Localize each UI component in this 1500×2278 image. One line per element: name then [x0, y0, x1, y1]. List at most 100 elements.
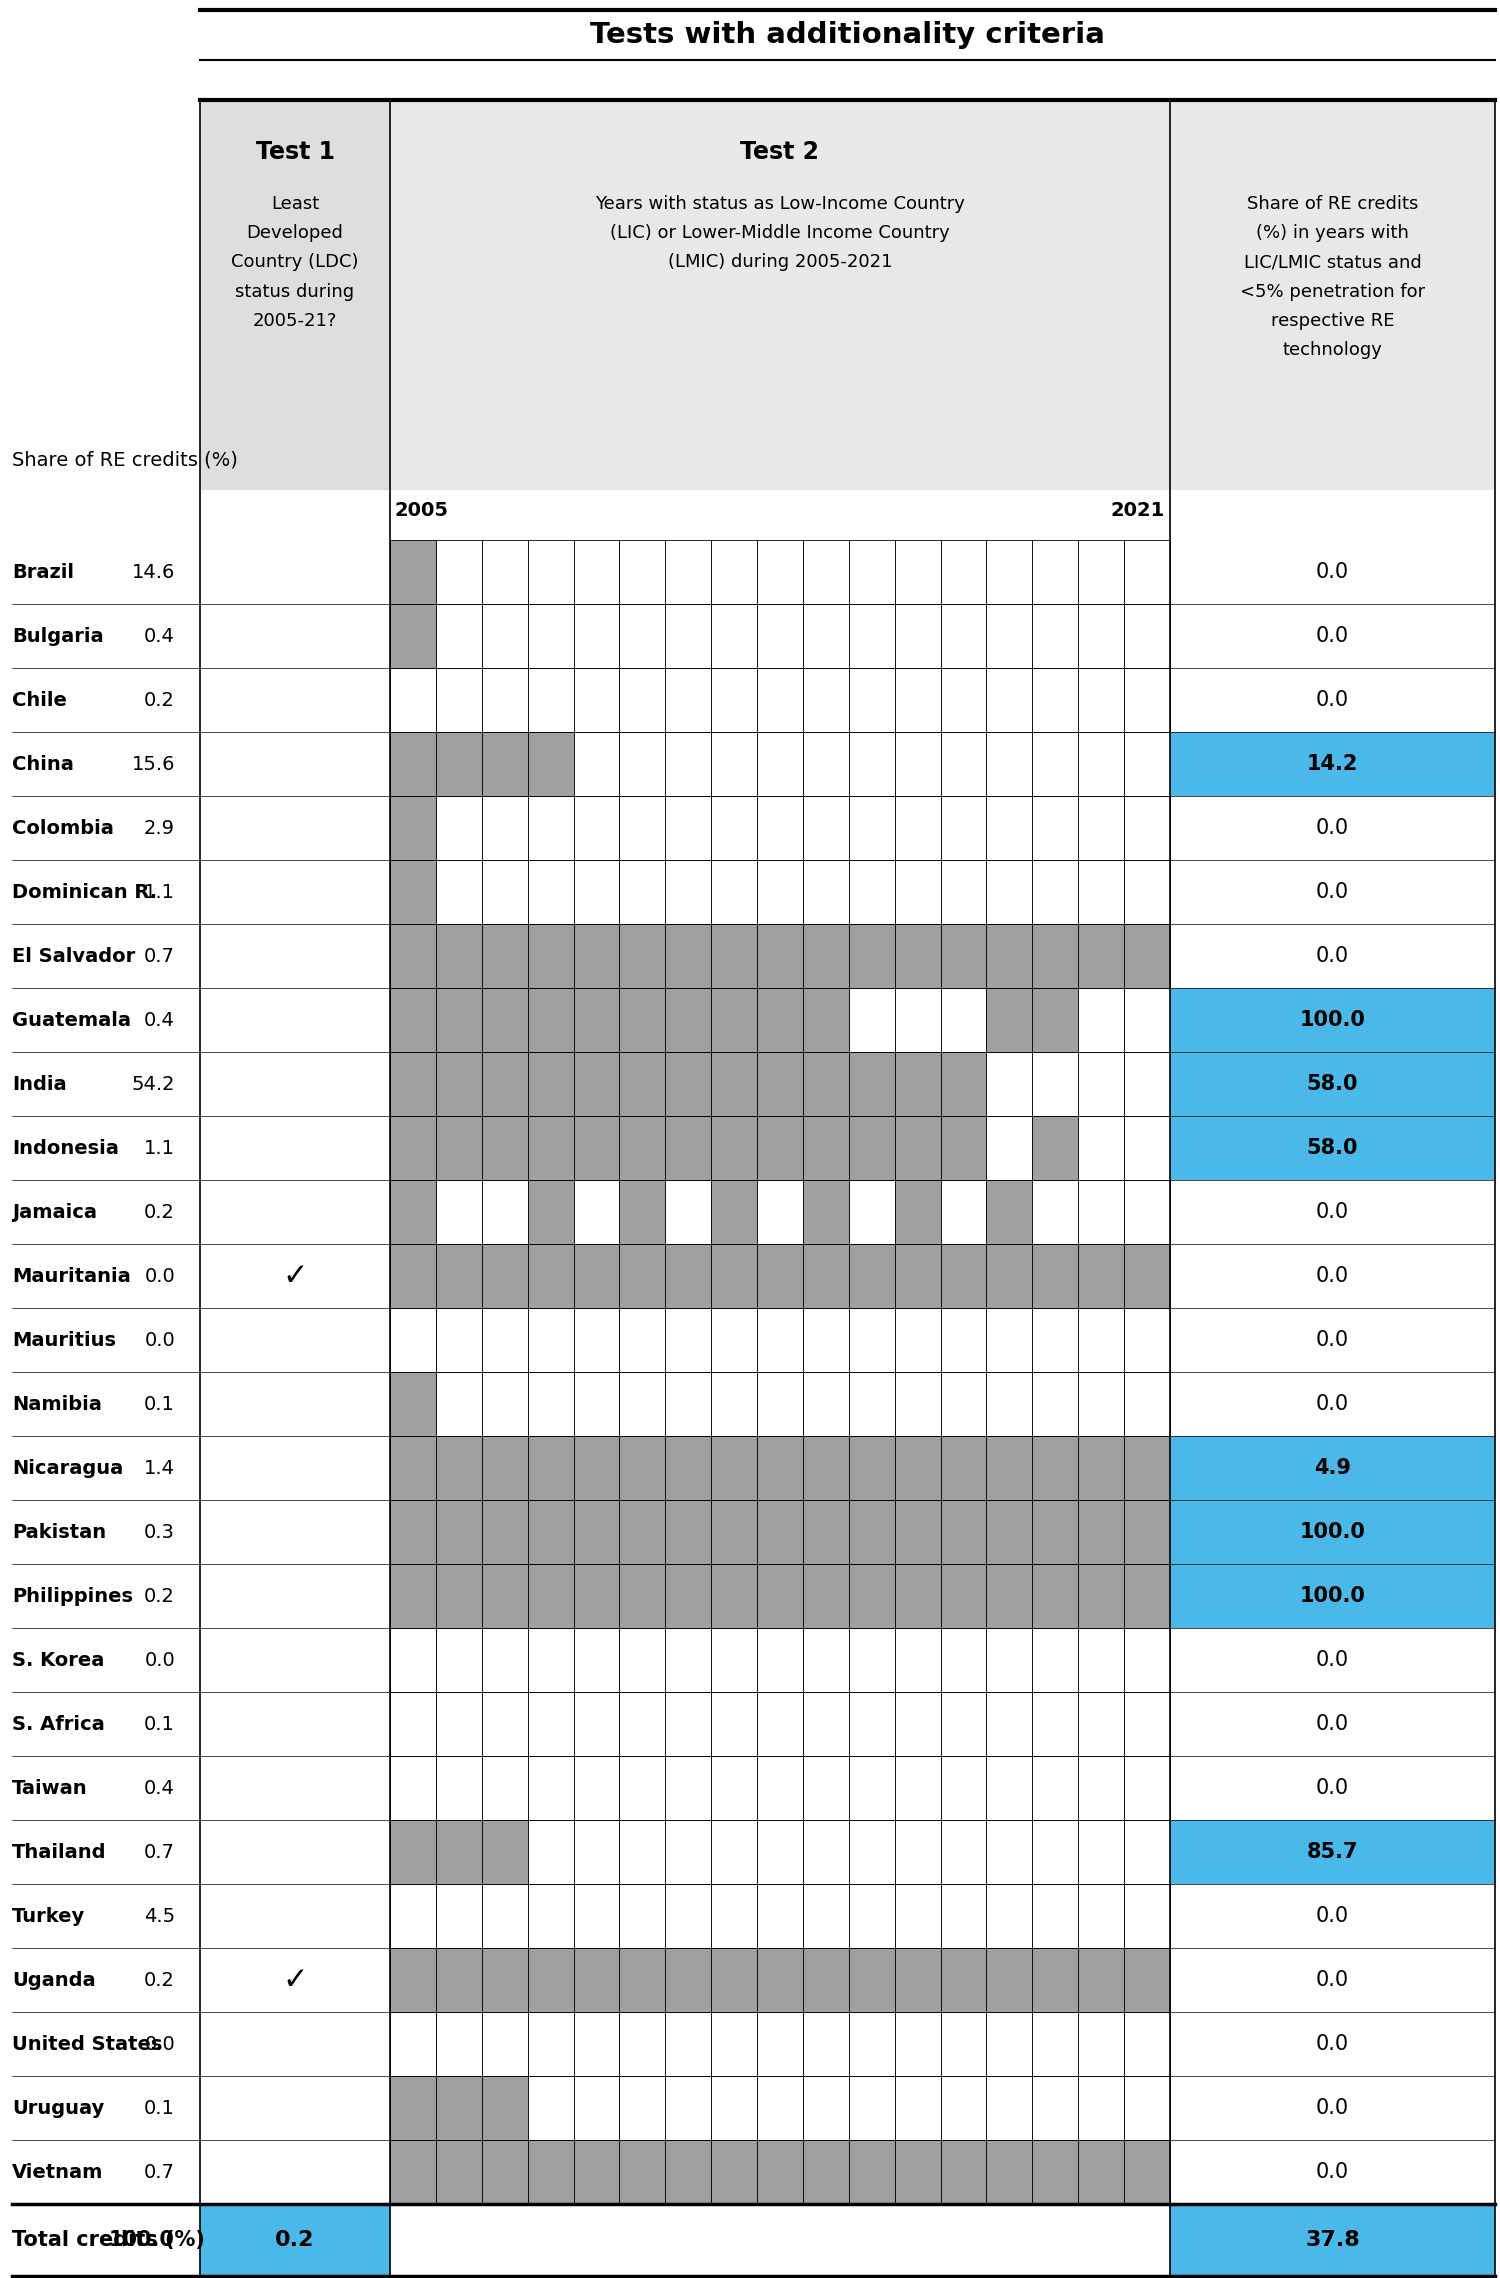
- Bar: [666, 1499, 711, 1565]
- Bar: [1124, 1565, 1170, 1629]
- Text: 0.0: 0.0: [144, 2034, 176, 2052]
- Bar: [482, 1180, 528, 1244]
- Bar: [987, 1756, 1032, 1820]
- Bar: [573, 2139, 620, 2205]
- Bar: [1170, 1499, 1496, 1565]
- Bar: [573, 1180, 620, 1244]
- Bar: [849, 2139, 894, 2205]
- Bar: [711, 1180, 758, 1244]
- Bar: [436, 1693, 482, 1756]
- Text: Least
Developed
Country (LDC)
status during
2005-21?: Least Developed Country (LDC) status dur…: [231, 196, 358, 330]
- Bar: [482, 925, 528, 989]
- Bar: [940, 540, 987, 604]
- Bar: [573, 2075, 620, 2139]
- Bar: [849, 2075, 894, 2139]
- Bar: [390, 1820, 436, 1884]
- Text: Thailand: Thailand: [12, 1843, 106, 1861]
- Bar: [1170, 731, 1496, 795]
- Bar: [482, 1756, 528, 1820]
- Bar: [482, 1565, 528, 1629]
- Bar: [1078, 1565, 1124, 1629]
- Text: Test 2: Test 2: [741, 139, 819, 164]
- Text: 4.5: 4.5: [144, 1907, 176, 1925]
- Bar: [666, 795, 711, 861]
- Bar: [894, 1629, 940, 1693]
- Bar: [987, 1948, 1032, 2011]
- Bar: [987, 795, 1032, 861]
- Bar: [802, 795, 849, 861]
- Bar: [482, 861, 528, 925]
- Bar: [1078, 1756, 1124, 1820]
- Text: 0.0: 0.0: [1316, 1713, 1348, 1734]
- Bar: [1124, 861, 1170, 925]
- Bar: [620, 795, 666, 861]
- Bar: [528, 1565, 573, 1629]
- Bar: [620, 1565, 666, 1629]
- Bar: [1032, 1244, 1078, 1308]
- Text: 37.8: 37.8: [1305, 2230, 1360, 2251]
- Bar: [758, 861, 802, 925]
- Bar: [1124, 795, 1170, 861]
- Text: 0.0: 0.0: [1316, 1779, 1348, 1797]
- Bar: [758, 2011, 802, 2075]
- Bar: [849, 861, 894, 925]
- Text: 0.4: 0.4: [144, 1011, 176, 1030]
- Bar: [620, 925, 666, 989]
- Bar: [1170, 1565, 1496, 1629]
- Bar: [802, 2011, 849, 2075]
- Text: Guatemala: Guatemala: [12, 1011, 130, 1030]
- Bar: [987, 1693, 1032, 1756]
- Bar: [620, 1693, 666, 1756]
- Bar: [711, 1948, 758, 2011]
- Text: 0.7: 0.7: [144, 945, 176, 966]
- Bar: [620, 1244, 666, 1308]
- Bar: [758, 604, 802, 667]
- Text: 58.0: 58.0: [1306, 1073, 1359, 1093]
- Bar: [482, 2011, 528, 2075]
- Bar: [802, 1371, 849, 1435]
- Bar: [436, 989, 482, 1052]
- Text: 15.6: 15.6: [132, 754, 176, 775]
- Text: 0.0: 0.0: [1316, 563, 1348, 581]
- Bar: [849, 540, 894, 604]
- Bar: [894, 1693, 940, 1756]
- Bar: [666, 1244, 711, 1308]
- Bar: [940, 1884, 987, 1948]
- Text: 0.0: 0.0: [1316, 2162, 1348, 2182]
- Bar: [758, 1244, 802, 1308]
- Bar: [1032, 1565, 1078, 1629]
- Bar: [1124, 1820, 1170, 1884]
- Bar: [894, 1499, 940, 1565]
- Bar: [620, 1308, 666, 1371]
- Bar: [390, 1052, 436, 1116]
- Text: 0.0: 0.0: [1316, 1330, 1348, 1351]
- Bar: [482, 1884, 528, 1948]
- Bar: [758, 2139, 802, 2205]
- Bar: [573, 1948, 620, 2011]
- Bar: [1078, 604, 1124, 667]
- Bar: [849, 1948, 894, 2011]
- Bar: [987, 1052, 1032, 1116]
- Bar: [390, 1435, 436, 1499]
- Bar: [666, 731, 711, 795]
- Bar: [390, 1180, 436, 1244]
- Bar: [666, 1116, 711, 1180]
- Bar: [390, 2075, 436, 2139]
- Bar: [987, 925, 1032, 989]
- Bar: [711, 989, 758, 1052]
- Bar: [482, 795, 528, 861]
- Text: Jamaica: Jamaica: [12, 1203, 98, 1221]
- Text: 0.0: 0.0: [1316, 945, 1348, 966]
- Bar: [1078, 540, 1124, 604]
- Bar: [940, 1693, 987, 1756]
- Text: Taiwan: Taiwan: [12, 1779, 87, 1797]
- Bar: [849, 989, 894, 1052]
- Bar: [436, 1565, 482, 1629]
- Bar: [390, 1565, 436, 1629]
- Bar: [987, 1499, 1032, 1565]
- Bar: [573, 1884, 620, 1948]
- Bar: [758, 1693, 802, 1756]
- Bar: [528, 1435, 573, 1499]
- Bar: [894, 731, 940, 795]
- Bar: [666, 667, 711, 731]
